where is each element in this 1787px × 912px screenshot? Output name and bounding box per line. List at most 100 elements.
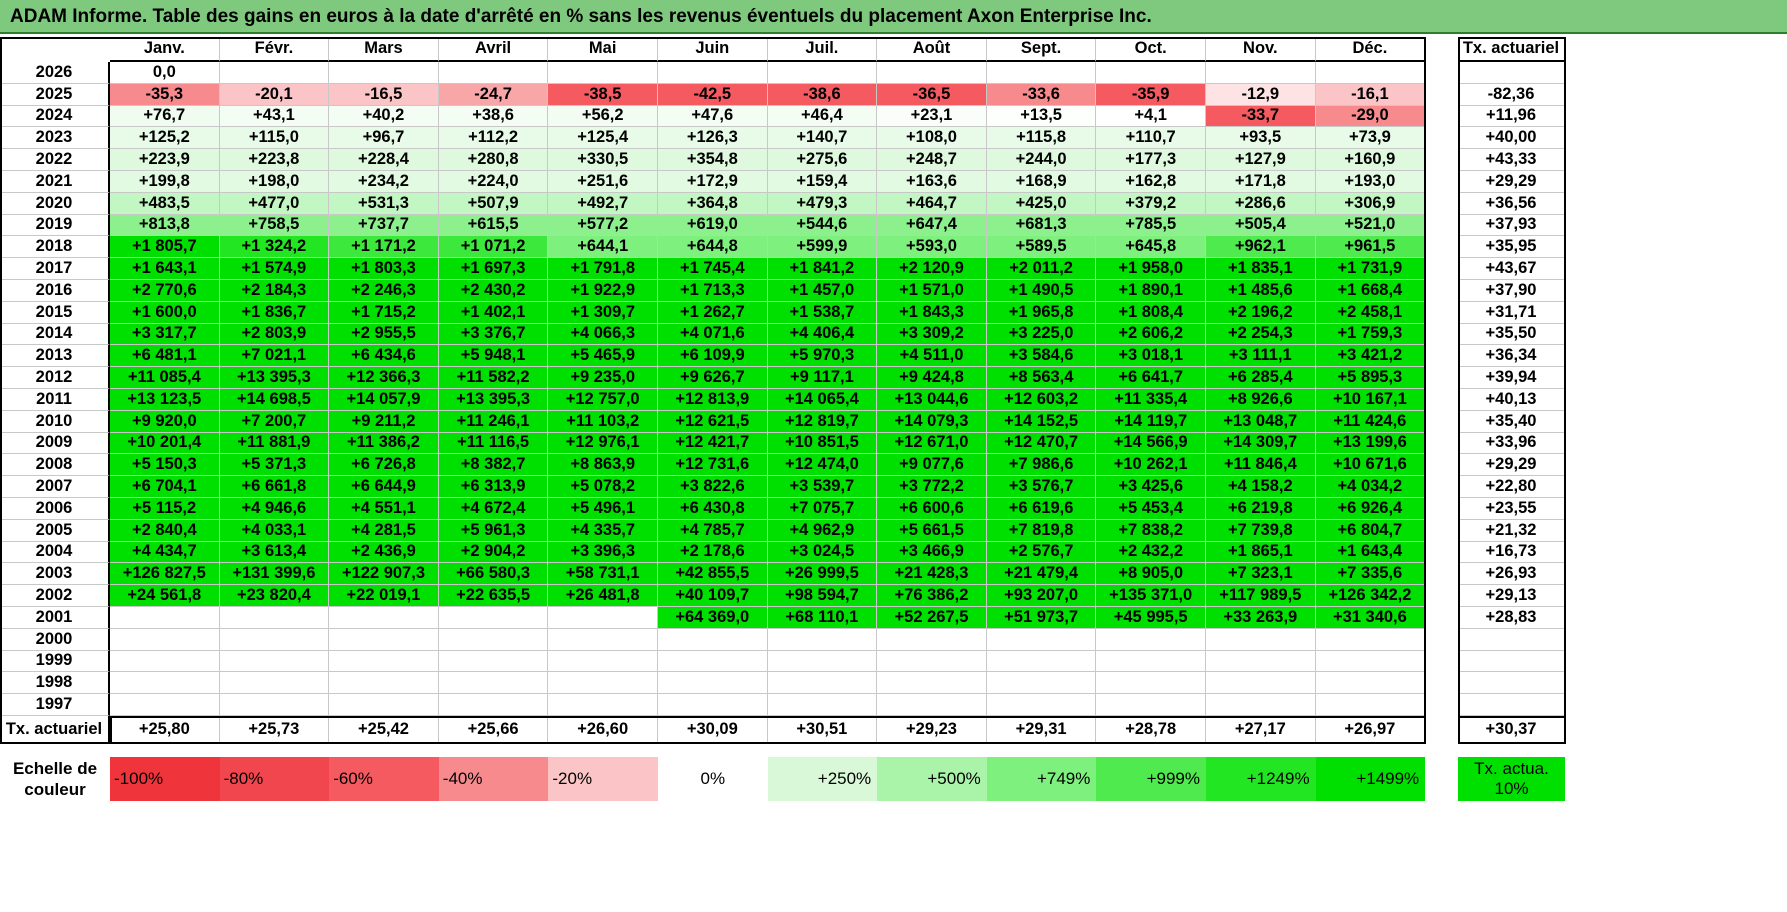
gain-cell: +5 453,4 bbox=[1096, 498, 1206, 520]
gain-cell bbox=[219, 628, 330, 651]
gain-cell bbox=[658, 650, 768, 673]
gain-cell: +3 539,7 bbox=[767, 476, 878, 498]
gain-cell: +2 178,6 bbox=[658, 541, 768, 564]
gain-cell: +24 561,8 bbox=[110, 585, 220, 607]
gain-cell: +507,9 bbox=[438, 192, 549, 215]
gain-cell: +122 907,3 bbox=[329, 563, 439, 586]
gain-cell: +115,0 bbox=[219, 127, 330, 150]
gain-cell: +3 309,2 bbox=[877, 323, 987, 346]
year-label: 2018 bbox=[0, 236, 110, 259]
gain-cell: +2 955,5 bbox=[329, 323, 439, 346]
gain-cell: +6 726,8 bbox=[329, 454, 439, 477]
gain-cell: +4 672,4 bbox=[438, 498, 549, 520]
gain-cell: +223,9 bbox=[110, 149, 220, 171]
gain-cell: +962,1 bbox=[1206, 236, 1316, 259]
footer-overall-rate: +30,37 bbox=[1458, 716, 1565, 743]
gain-cell: +3 425,6 bbox=[1096, 476, 1206, 498]
year-label: 2026 bbox=[0, 62, 110, 84]
gain-cell: +14 152,5 bbox=[986, 410, 1097, 433]
footer-rate-cell: +25,73 bbox=[219, 716, 330, 743]
gain-cell: +2 904,2 bbox=[438, 541, 549, 564]
gain-cell: +21 428,3 bbox=[877, 563, 987, 586]
rate-cell: +22,80 bbox=[1458, 476, 1565, 498]
year-label: 2015 bbox=[0, 301, 110, 324]
gain-cell: +14 566,9 bbox=[1096, 432, 1206, 455]
month-header: Avril bbox=[438, 37, 549, 62]
rate-cell: +26,93 bbox=[1458, 563, 1565, 586]
gain-cell bbox=[329, 628, 439, 651]
gain-cell bbox=[438, 672, 549, 695]
gain-cell: +11 246,1 bbox=[438, 410, 549, 433]
gain-cell bbox=[548, 628, 658, 651]
gain-cell: +2 432,2 bbox=[1096, 541, 1206, 564]
gain-cell bbox=[329, 694, 439, 716]
gain-cell: +3 466,9 bbox=[877, 541, 987, 564]
gain-cell bbox=[986, 672, 1097, 695]
gain-cell: +66 580,3 bbox=[438, 563, 549, 586]
gain-cell: +1 309,7 bbox=[548, 301, 658, 324]
gain-cell: +10 167,1 bbox=[1315, 389, 1426, 411]
gain-cell: +1 715,2 bbox=[329, 301, 439, 324]
gain-cell: +1 643,4 bbox=[1315, 541, 1426, 564]
gain-cell: +4 406,4 bbox=[767, 323, 878, 346]
gain-cell: +68 110,1 bbox=[767, 607, 878, 629]
year-label: 1998 bbox=[0, 672, 110, 695]
gain-cell: +12 603,2 bbox=[986, 389, 1097, 411]
gain-cell: +4 335,7 bbox=[548, 519, 658, 542]
gain-cell: -42,5 bbox=[658, 83, 768, 106]
gain-cell: +1 402,1 bbox=[438, 301, 549, 324]
gain-cell: +425,0 bbox=[986, 192, 1097, 215]
gain-cell bbox=[1315, 650, 1426, 673]
gain-cell: +961,5 bbox=[1315, 236, 1426, 259]
gain-cell: +4 785,7 bbox=[658, 519, 768, 542]
gain-cell: +198,0 bbox=[219, 171, 330, 193]
gain-cell: +10 262,1 bbox=[1096, 454, 1206, 477]
gain-cell: +171,8 bbox=[1206, 171, 1316, 193]
gain-cell: +140,7 bbox=[767, 127, 878, 150]
gain-cell bbox=[767, 628, 878, 651]
gain-cell: +4 281,5 bbox=[329, 519, 439, 542]
gain-cell: +1 538,7 bbox=[767, 301, 878, 324]
gain-cell: +521,0 bbox=[1315, 214, 1426, 237]
gain-cell bbox=[1096, 62, 1206, 84]
gain-cell: +599,9 bbox=[767, 236, 878, 259]
gain-cell: +251,6 bbox=[548, 171, 658, 193]
gain-cell bbox=[329, 650, 439, 673]
gain-cell: +125,2 bbox=[110, 127, 220, 150]
gain-cell: +3 024,5 bbox=[767, 541, 878, 564]
gain-cell: +126 342,2 bbox=[1315, 585, 1426, 607]
gain-cell: +1 731,9 bbox=[1315, 258, 1426, 280]
year-label: 2019 bbox=[0, 214, 110, 237]
rate-cell bbox=[1458, 672, 1565, 695]
gain-cell: +1 571,0 bbox=[877, 280, 987, 302]
legend-swatch: +500% bbox=[877, 757, 987, 801]
legend-swatch: -80% bbox=[219, 757, 330, 801]
gain-cell: +13 395,3 bbox=[438, 389, 549, 411]
gain-cell: +1 890,1 bbox=[1096, 280, 1206, 302]
gain-cell: +306,9 bbox=[1315, 192, 1426, 215]
gain-cell: +38,6 bbox=[438, 105, 549, 128]
gain-cell: +4 434,7 bbox=[110, 541, 220, 564]
gain-cell: -36,5 bbox=[877, 83, 987, 106]
gain-cell: +681,3 bbox=[986, 214, 1097, 237]
month-header: Juin bbox=[658, 37, 768, 62]
gain-cell bbox=[986, 62, 1097, 84]
gain-cell: +11 103,2 bbox=[548, 410, 658, 433]
gain-cell: +5 078,2 bbox=[548, 476, 658, 498]
gain-cell: +228,4 bbox=[329, 149, 439, 171]
rate-cell bbox=[1458, 62, 1565, 84]
gain-cell bbox=[219, 672, 330, 695]
gain-cell: +1 600,0 bbox=[110, 301, 220, 324]
footer-rate-cell: +30,51 bbox=[767, 716, 878, 743]
gain-cell: +1 668,4 bbox=[1315, 280, 1426, 302]
gain-cell: +7 819,8 bbox=[986, 519, 1097, 542]
footer-rate-cell: +26,60 bbox=[548, 716, 658, 743]
gain-cell: +125,4 bbox=[548, 127, 658, 150]
legend-swatch: +250% bbox=[767, 757, 878, 801]
gain-cell: +13,5 bbox=[986, 105, 1097, 128]
year-label: 2007 bbox=[0, 476, 110, 498]
gain-cell: +5 150,3 bbox=[110, 454, 220, 477]
gain-cell: +645,8 bbox=[1096, 236, 1206, 259]
gain-cell: +1 841,2 bbox=[767, 258, 878, 280]
gain-cell bbox=[110, 628, 220, 651]
